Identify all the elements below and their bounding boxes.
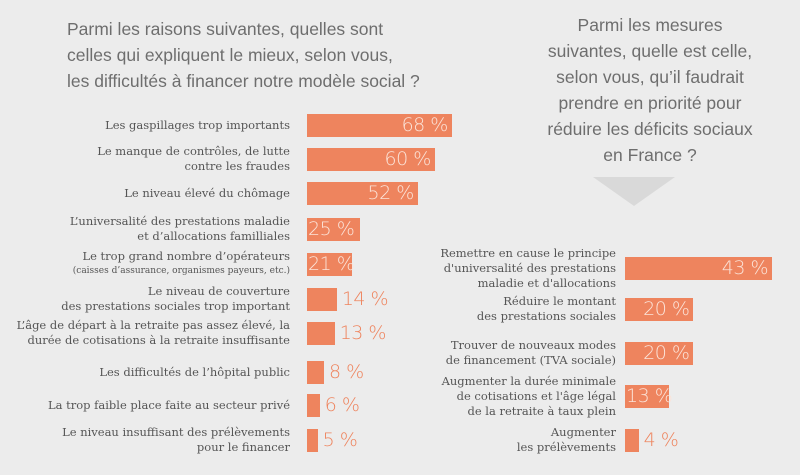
category-label-line: maladie et d'allocations bbox=[477, 275, 616, 290]
category-label-line: de financement (TVA sociale) bbox=[445, 353, 616, 367]
right-question-line: en France ? bbox=[603, 145, 697, 165]
right-question-line: selon vous, qu’il faudrait bbox=[556, 67, 744, 87]
category-label: Le trop grand nombre d’opérateurs (caisse… bbox=[73, 249, 290, 279]
value-label: 5 % bbox=[322, 428, 358, 451]
down-arrow-icon bbox=[593, 177, 675, 206]
category-label-line: contre les fraudes bbox=[184, 159, 290, 173]
value-label: 68 % bbox=[401, 113, 449, 136]
bar bbox=[307, 287, 337, 311]
value-label: 6 % bbox=[324, 393, 360, 416]
value-label: 60 % bbox=[384, 147, 432, 170]
category-label-line: Le niveau élevé du chômage bbox=[124, 185, 290, 200]
right-question-title: Parmi les mesures suivantes, quelle est … bbox=[525, 12, 775, 168]
category-label-line: durée de cotisations à la retraite insuf… bbox=[27, 333, 290, 347]
category-label: Le niveau de couverture des prestations s… bbox=[61, 284, 290, 314]
category-label-line: d'universalité des prestations bbox=[443, 260, 616, 275]
category-label-line: L’âge de départ à la retraite pas assez … bbox=[16, 318, 290, 332]
category-label-line: Remettre en cause le principe bbox=[440, 245, 616, 260]
category-label: Augmenter la durée minimale de cotisation… bbox=[442, 374, 616, 419]
category-label-line: Le manque de contrôles, de lutte bbox=[97, 144, 290, 158]
left-question-line: Parmi les raisons suivantes, quelles son… bbox=[67, 19, 384, 39]
category-label: Réduire le montant des prestations social… bbox=[477, 294, 616, 324]
category-label: L’universalité des prestations maladie et… bbox=[70, 214, 290, 244]
bar bbox=[307, 360, 325, 384]
category-label-line: Le trop grand nombre d’opérateurs bbox=[82, 249, 290, 263]
bar bbox=[625, 297, 694, 321]
category-label-line: L’universalité des prestations maladie bbox=[69, 214, 290, 228]
bar bbox=[307, 217, 361, 241]
category-label: Le manque de contrôles, de lutte contre l… bbox=[97, 144, 290, 174]
right-question-line: Parmi les mesures bbox=[577, 15, 723, 35]
category-label: Remettre en cause le principe d'universal… bbox=[440, 246, 616, 291]
category-label-line: Réduire le montant bbox=[503, 294, 616, 308]
left-question-line: les difficultés à financer notre modèle … bbox=[67, 71, 420, 91]
bar bbox=[625, 256, 773, 280]
category-label: Trouver de nouveaux modes de financement … bbox=[446, 338, 616, 368]
bar bbox=[307, 147, 435, 171]
category-label: Les gaspillages trop importants bbox=[105, 118, 290, 133]
category-label-note: (caisses d’assurance, organismes payeurs… bbox=[72, 266, 290, 276]
category-label-line: les prélèvements bbox=[516, 440, 616, 454]
category-label-line: de cotisations et l'âge légal bbox=[456, 388, 616, 403]
category-label: Le niveau élevé du chômage bbox=[124, 186, 290, 201]
value-label: 21 % bbox=[308, 252, 355, 275]
value-label: 8 % bbox=[329, 360, 364, 383]
bar bbox=[307, 321, 335, 345]
category-label-line: des prestations sociales trop important bbox=[61, 299, 290, 313]
bar bbox=[625, 341, 694, 365]
right-question-line: réduire les déficits sociaux bbox=[547, 119, 753, 139]
category-label-line: Les gaspillages trop importants bbox=[105, 117, 290, 132]
category-label-line: des prestations sociales bbox=[476, 309, 616, 323]
bar bbox=[307, 252, 352, 276]
bar bbox=[625, 428, 639, 452]
category-label-line: de la retraite à taux plein bbox=[467, 403, 616, 418]
category-label: Les difficultés de l’hôpital public bbox=[99, 365, 290, 380]
category-label-line: Trouver de nouveaux modes bbox=[450, 338, 616, 352]
value-label: 25 % bbox=[308, 217, 355, 240]
bar bbox=[307, 113, 452, 137]
category-label-line: Augmenter la durée minimale bbox=[441, 373, 616, 388]
category-label-line: Le niveau de couverture bbox=[147, 284, 290, 298]
bar bbox=[307, 393, 320, 417]
value-label: 20 % bbox=[643, 341, 690, 364]
category-label: La trop faible place faite au secteur pr… bbox=[48, 398, 290, 413]
value-label: 13 % bbox=[626, 384, 673, 407]
bar bbox=[307, 428, 318, 452]
category-label-line: La trop faible place faite au secteur pr… bbox=[47, 397, 290, 412]
right-question-line: suivantes, quelle est celle, bbox=[547, 41, 753, 61]
value-label: 14 % bbox=[341, 287, 389, 310]
category-label-line: Augmenter bbox=[550, 425, 616, 439]
left-question-line: celles qui expliquent le mieux, selon vo… bbox=[67, 45, 393, 65]
bar bbox=[625, 384, 670, 408]
value-label: 4 % bbox=[643, 428, 679, 451]
category-label-line: pour le financer bbox=[196, 440, 290, 454]
left-question-title: Parmi les raisons suivantes, quelles son… bbox=[67, 16, 487, 94]
value-label: 43 % bbox=[721, 256, 769, 279]
category-label: L’âge de départ à la retraite pas assez … bbox=[17, 318, 290, 348]
category-label-line: Le niveau insuffisant des prélèvements bbox=[62, 425, 290, 439]
category-label: Augmenter les prélèvements bbox=[517, 425, 616, 455]
category-label-line: et d’allocations familliales bbox=[137, 229, 290, 243]
category-label: Le niveau insuffisant des prélèvements po… bbox=[62, 425, 290, 455]
value-label: 13 % bbox=[339, 321, 387, 344]
right-question-line: prendre en priorité pour bbox=[558, 93, 742, 113]
value-label: 20 % bbox=[643, 297, 690, 320]
value-label: 52 % bbox=[367, 181, 414, 204]
category-label-line: Les difficultés de l’hôpital public bbox=[99, 364, 290, 379]
bar bbox=[307, 181, 418, 205]
